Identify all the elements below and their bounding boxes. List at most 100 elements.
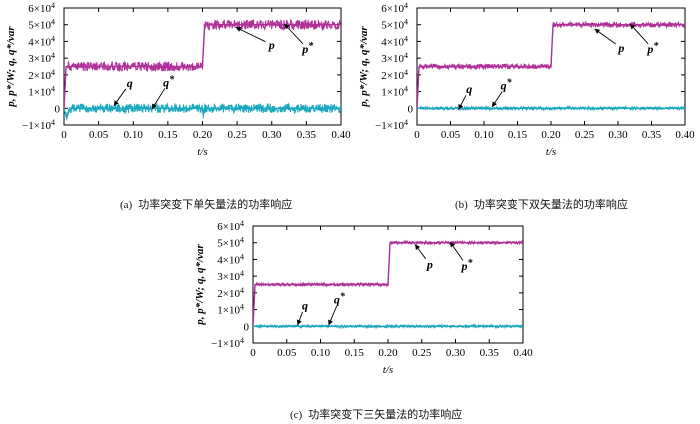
- annotation-label-c: q: [302, 298, 308, 312]
- x-axis-label-a: t/s: [197, 146, 207, 158]
- annotation-label-a: p: [268, 38, 275, 52]
- series-p-ref-c: [253, 242, 523, 327]
- series-p-ref-b: [417, 24, 685, 109]
- y-tick-label-b: 1×104: [381, 85, 408, 99]
- y-tick-label-c: 2×104: [217, 286, 244, 300]
- y-tick-label-a: 5×104: [28, 18, 55, 32]
- annotation-label-c: p: [426, 257, 433, 271]
- x-tick-label-a: 0.30: [262, 129, 282, 141]
- x-tick-label-b: 0.25: [575, 129, 595, 141]
- annotation-label-c: p*: [460, 258, 473, 273]
- y-tick-label-a: 2×104: [28, 68, 55, 82]
- caption-b-tag: (b): [455, 199, 468, 211]
- annotation-arrowhead-b: [458, 103, 464, 110]
- x-tick-label-b: 0.40: [675, 129, 695, 141]
- annotation-label-b: q*: [501, 78, 513, 93]
- y-axis-label-b: p, p*/W; q, q*/var: [358, 26, 370, 108]
- x-tick-label-a: 0.25: [228, 129, 248, 141]
- chart-panel-c: 0 0.05 0.10 0.15 0.20 0.25 0.30 0.35 0.40−1×1040…: [194, 219, 533, 376]
- x-tick-label-a: 0: [61, 129, 67, 141]
- y-tick-label-b: 4×104: [381, 34, 408, 48]
- annotation-arrowhead-a: [151, 103, 157, 110]
- annotation-label-b: q: [466, 82, 472, 96]
- x-tick-label-a: 0.15: [158, 129, 178, 141]
- y-tick-label-b: 2×104: [381, 68, 408, 82]
- series-p-ref-a: [64, 24, 341, 109]
- series-p-a: [64, 18, 341, 109]
- annotation-label-b: p: [617, 41, 624, 55]
- annotation-arrowhead-b: [594, 28, 601, 34]
- caption-c-tag: (c): [290, 409, 303, 421]
- x-tick-label-b: 0: [414, 129, 420, 141]
- annotation-label-a: p*: [301, 41, 314, 56]
- x-tick-label-c: 0.10: [311, 347, 331, 359]
- annotation-arrowhead-b: [630, 23, 636, 30]
- annotation-arrowhead-c: [296, 319, 302, 326]
- caption-b: (b) 功率突变下双矢量法的功率响应: [455, 196, 628, 212]
- x-tick-label-b: 0.10: [474, 129, 494, 141]
- caption-a-text: 功率突变下单矢量法的功率响应: [138, 198, 293, 211]
- annotation-label-b: p*: [646, 41, 659, 56]
- y-tick-label-a: 0: [55, 103, 61, 115]
- caption-c-text: 功率突变下三矢量法的功率响应: [308, 408, 463, 421]
- caption-b-text: 功率突变下双矢量法的功率响应: [473, 198, 628, 211]
- chart-panel-b: 0 0.05 0.10 0.15 0.20 0.25 0.30 0.35 0.40−1×1040…: [358, 1, 695, 158]
- y-tick-label-b: 3×104: [381, 51, 408, 65]
- x-tick-label-c: 0.30: [446, 347, 466, 359]
- x-tick-label-b: 0.05: [441, 129, 461, 141]
- x-axis-label-c: t/s: [383, 364, 393, 376]
- annotation-arrowhead-c: [450, 241, 456, 248]
- annotation-label-a: q*: [163, 74, 175, 89]
- y-tick-label-c: 1×104: [217, 303, 244, 317]
- y-tick-label-c: 5×104: [217, 236, 244, 250]
- annotation-arrowhead-c: [415, 244, 421, 250]
- x-tick-label-a: 0.40: [331, 129, 351, 141]
- y-tick-label-c: −1×104: [211, 336, 244, 350]
- x-tick-label-c: 0.05: [277, 347, 297, 359]
- annotation-arrowhead-a: [235, 27, 242, 32]
- y-tick-label-a: −1×104: [22, 118, 55, 132]
- y-tick-label-a: 4×104: [28, 34, 55, 48]
- caption-a-tag: (a): [120, 199, 133, 211]
- x-tick-label-b: 0.30: [608, 129, 628, 141]
- x-tick-label-c: 0: [250, 347, 256, 359]
- y-tick-label-a: 6×104: [28, 1, 55, 15]
- annotation-arrowhead-b: [492, 101, 497, 107]
- y-axis-label-c: p, p*/W; q, q*/var: [194, 244, 206, 326]
- x-tick-label-a: 0.10: [124, 129, 144, 141]
- caption-c: (c) 功率突变下三矢量法的功率响应: [290, 406, 462, 422]
- y-tick-label-a: 1×104: [28, 85, 55, 99]
- caption-a: (a) 功率突变下单矢量法的功率响应: [120, 196, 292, 212]
- x-tick-label-c: 0.15: [345, 347, 365, 359]
- y-tick-label-b: −1×104: [375, 118, 408, 132]
- annotation-arrowhead-a: [113, 100, 119, 106]
- x-tick-label-c: 0.25: [412, 347, 432, 359]
- y-tick-label-c: 6×104: [217, 219, 244, 233]
- annotation-label-c: q*: [334, 292, 346, 307]
- y-tick-label-b: 0: [408, 103, 414, 115]
- annotation-arrowhead-a: [284, 23, 290, 30]
- y-tick-label-c: 4×104: [217, 252, 244, 266]
- annotation-arrow-a: [235, 26, 266, 43]
- x-axis-label-b: t/s: [546, 146, 556, 158]
- y-tick-label-c: 3×104: [217, 269, 244, 283]
- series-q-ref-a: [64, 107, 341, 121]
- x-tick-label-b: 0.15: [508, 129, 528, 141]
- series-p-b: [417, 20, 685, 109]
- x-tick-label-a: 0.05: [89, 129, 109, 141]
- x-tick-label-c: 0.35: [480, 347, 500, 359]
- chart-panel-a: 0 0.05 0.10 0.15 0.20 0.25 0.30 0.35 0.40−1×1040…: [5, 1, 351, 158]
- annotation-arrowhead-c: [328, 319, 333, 326]
- y-axis-label-a: p, p*/W; q, q*/var: [5, 26, 17, 108]
- y-tick-label-c: 0: [244, 321, 250, 333]
- y-tick-label-a: 3×104: [28, 51, 55, 65]
- x-tick-label-c: 0.40: [513, 347, 533, 359]
- y-tick-label-b: 5×104: [381, 18, 408, 32]
- x-tick-label-a: 0.35: [297, 129, 317, 141]
- x-tick-label-b: 0.35: [642, 129, 662, 141]
- x-tick-label-c: 0.20: [378, 347, 398, 359]
- x-tick-label-a: 0.20: [193, 129, 213, 141]
- y-tick-label-b: 6×104: [381, 1, 408, 15]
- x-tick-label-b: 0.20: [541, 129, 561, 141]
